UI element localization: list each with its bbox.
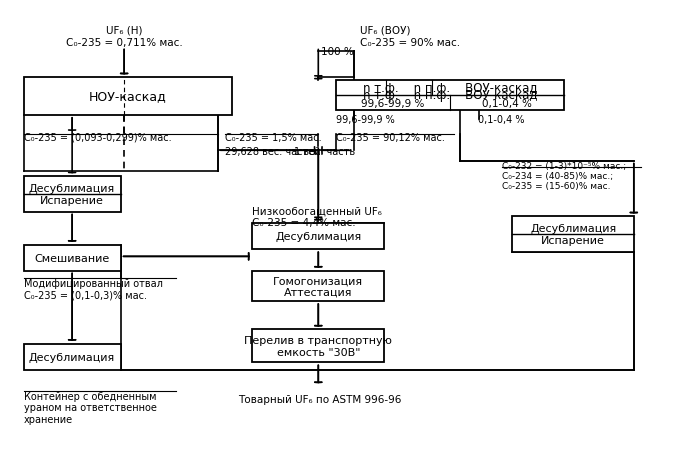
- Text: Низкообогащенный UF₆
C₀-235 = 4,4% мас.: Низкообогащенный UF₆ C₀-235 = 4,4% мас.: [252, 206, 382, 228]
- Text: 1 вес. часть: 1 вес. часть: [294, 146, 355, 156]
- Bar: [24, 78, 231, 116]
- Bar: [252, 330, 384, 363]
- Bar: [24, 177, 121, 212]
- Text: Смешивание: Смешивание: [34, 253, 110, 263]
- Text: C₀-235 = 90,12% мас.: C₀-235 = 90,12% мас.: [336, 133, 445, 143]
- Text: Десублимация: Десублимация: [275, 232, 361, 242]
- Text: Десублимация
Испарение: Десублимация Испарение: [29, 184, 115, 205]
- Text: 0,1-0,4 %: 0,1-0,4 %: [482, 99, 532, 109]
- Text: Десублимация
Испарение: Десублимация Испарение: [530, 224, 617, 245]
- Bar: [336, 80, 565, 111]
- Text: Контейнер с обедненным
ураном на ответственное
хранение: Контейнер с обедненным ураном на ответст…: [24, 391, 157, 424]
- Text: Десублимация: Десублимация: [29, 352, 115, 362]
- Text: 29,628 вес. частей: 29,628 вес. частей: [224, 146, 320, 156]
- Text: Перелив в транспортную
емкость "30В": Перелив в транспортную емкость "30В": [245, 336, 392, 357]
- Bar: [512, 217, 634, 252]
- Text: 100 %: 100 %: [321, 47, 354, 57]
- Text: 99,6-99,9 %: 99,6-99,9 %: [336, 114, 394, 124]
- Bar: [252, 224, 384, 250]
- Bar: [252, 271, 384, 301]
- Bar: [24, 344, 121, 370]
- Text: Товарный UF₆ по ASTM 996-96: Товарный UF₆ по ASTM 996-96: [238, 394, 402, 404]
- Text: n т.ф.    n п.ф.    ВОУ-каскад: n т.ф. n п.ф. ВОУ-каскад: [363, 81, 538, 95]
- Text: 0,1-0,4 %: 0,1-0,4 %: [478, 114, 524, 124]
- Text: UF₆ (ВОУ)
C₀-235 = 90% мас.: UF₆ (ВОУ) C₀-235 = 90% мас.: [360, 26, 460, 48]
- Text: 99,6-99,9 %: 99,6-99,9 %: [361, 99, 424, 109]
- Bar: [24, 245, 121, 271]
- Text: UF₆ (H)
C₀-235 = 0,711% мас.: UF₆ (H) C₀-235 = 0,711% мас.: [66, 26, 182, 48]
- Text: C₀-232 = (1-3)*10⁻⁵% мас.;
C₀-234 = (40-85)% мас.;
C₀-235 = (15-60)% мас.: C₀-232 = (1-3)*10⁻⁵% мас.; C₀-234 = (40-…: [502, 161, 626, 191]
- Text: n т.ф.    n п.ф.    ВОУ-каскад: n т.ф. n п.ф. ВОУ-каскад: [363, 89, 538, 102]
- Text: C₀-235 = (0,093-0,299)% мас.: C₀-235 = (0,093-0,299)% мас.: [24, 133, 171, 143]
- Text: Гомогонизация
Аттестация: Гомогонизация Аттестация: [273, 276, 363, 297]
- Text: Модифицированный отвал
C₀-235 = (0,1-0,3)% мас.: Модифицированный отвал C₀-235 = (0,1-0,3…: [24, 278, 162, 299]
- Text: НОУ-каскад: НОУ-каскад: [89, 90, 166, 103]
- Text: C₀-235 = 1,5% мас.: C₀-235 = 1,5% мас.: [224, 133, 322, 143]
